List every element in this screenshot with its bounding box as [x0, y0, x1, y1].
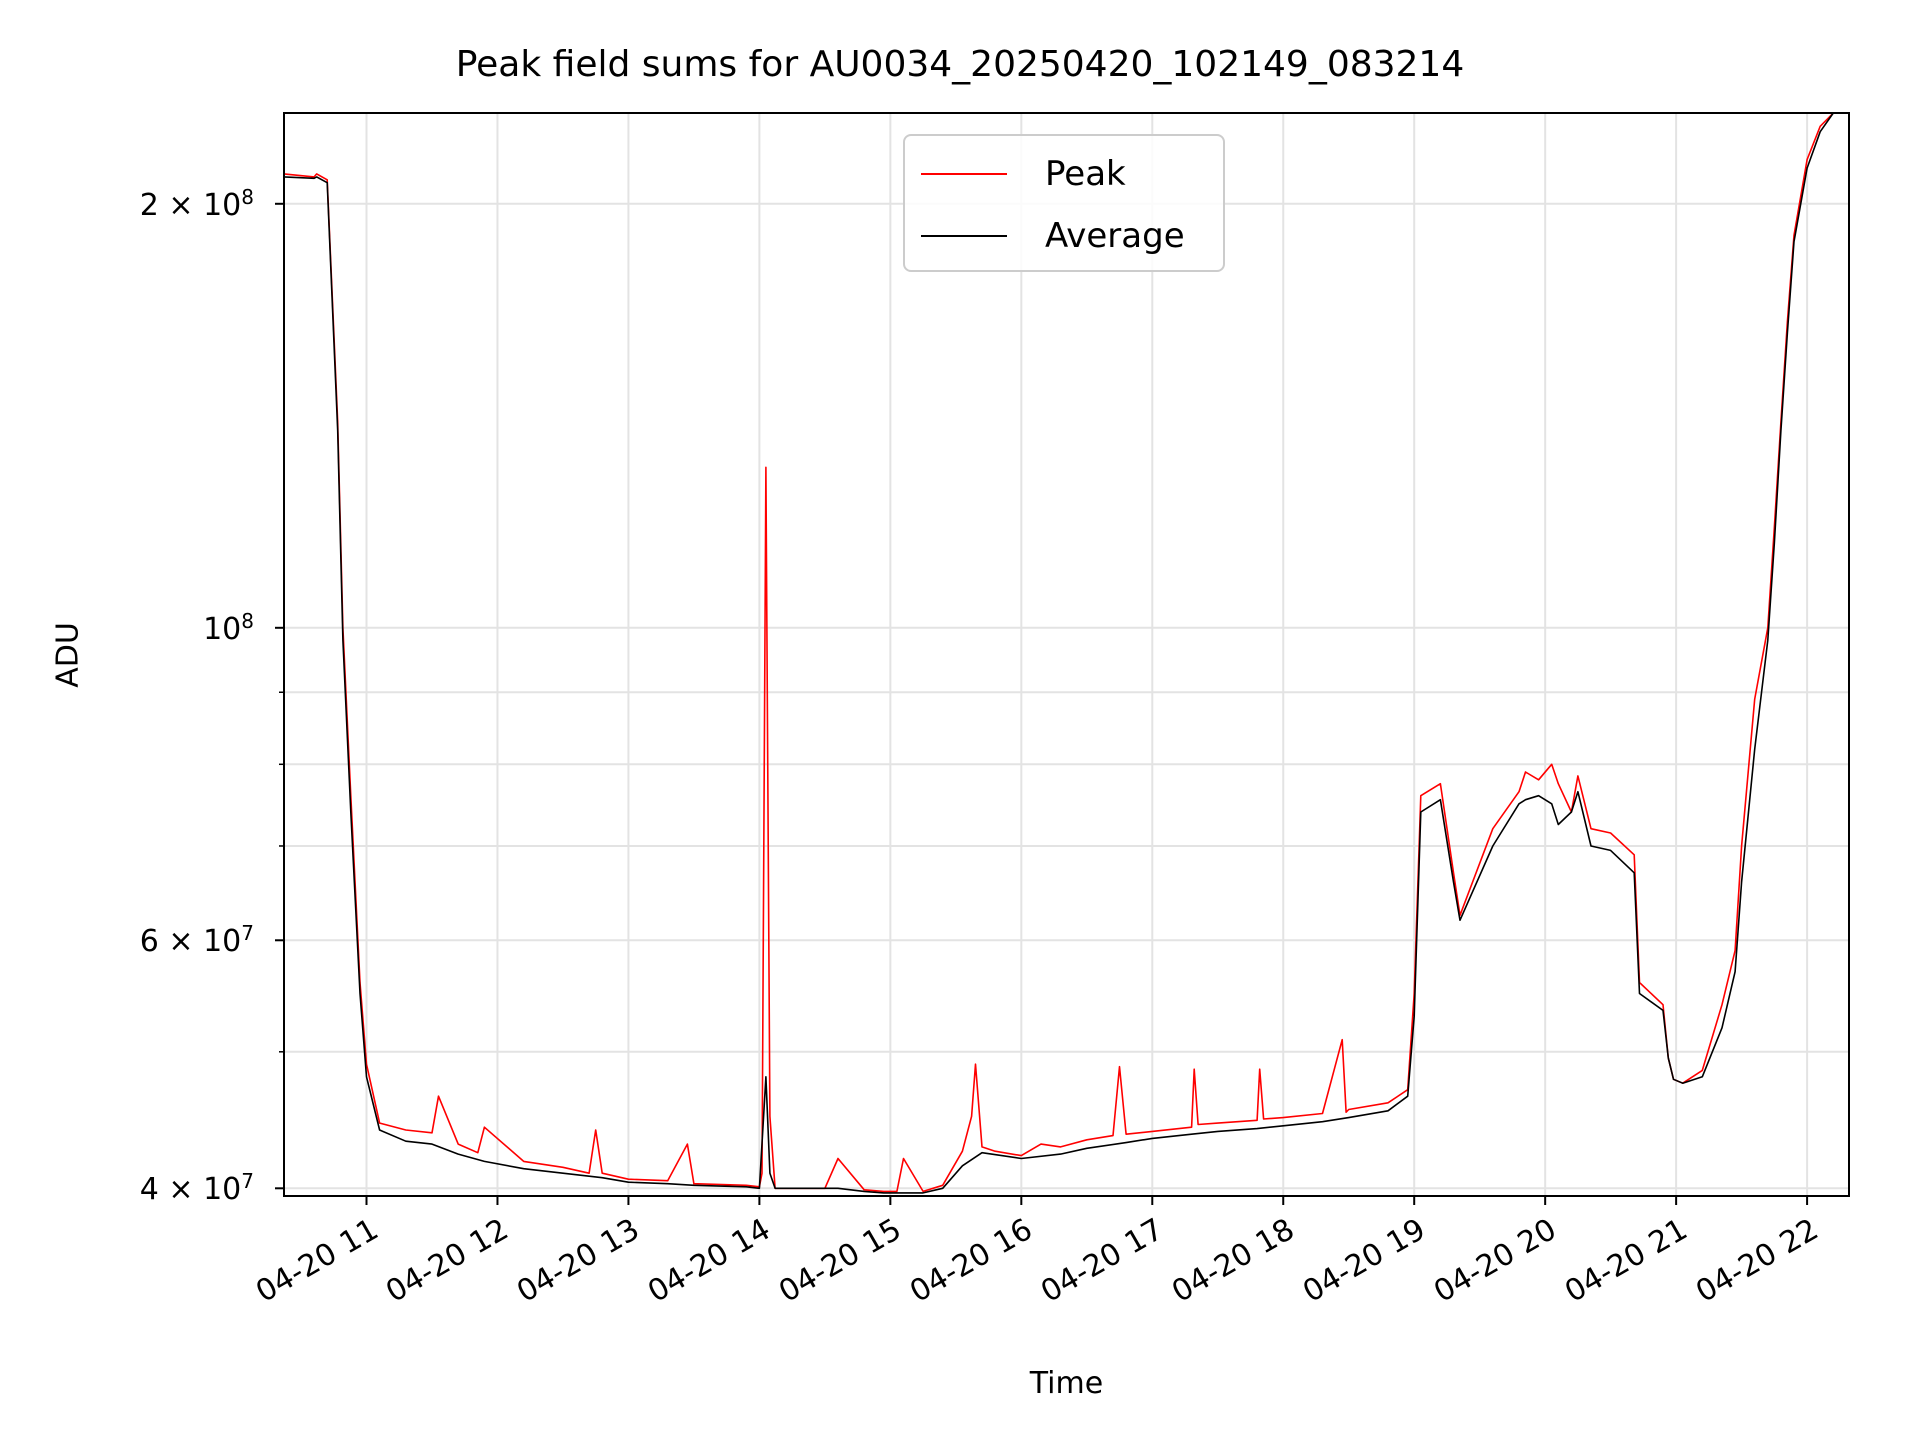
legend-average-swatch	[921, 235, 1007, 237]
series-line-average	[283, 112, 1847, 1194]
y-tick-mantissa: 2 × 10	[139, 187, 242, 223]
y-tick-exponent: 8	[241, 608, 254, 633]
legend-peak-label: Peak	[1045, 154, 1126, 194]
legend-item-average: Average	[921, 216, 1185, 256]
legend-average-label: Average	[1045, 216, 1185, 256]
axes-frame	[283, 112, 1850, 1197]
y-tick-exponent: 7	[241, 1169, 254, 1194]
legend-item-peak: Peak	[921, 154, 1126, 194]
y-tick-label: 2 × 108	[140, 185, 254, 223]
y-tick-mantissa: 4 × 10	[139, 1172, 242, 1208]
y-tick-label: 4 × 107	[140, 1169, 254, 1207]
y-tick-label: 108	[203, 609, 254, 647]
y-tick-label: 6 × 107	[140, 921, 254, 959]
chart-title: Peak field sums for AU0034_20250420_1021…	[455, 44, 1465, 85]
y-tick-mantissa: 6 × 10	[139, 924, 242, 960]
y-tick-exponent: 8	[241, 184, 254, 209]
x-axis-label: Time	[1029, 1366, 1104, 1401]
y-tick-mantissa: 10	[203, 611, 242, 647]
series-line-peak	[283, 112, 1847, 1193]
legend-peak-swatch	[921, 173, 1007, 175]
legend: Peak Average	[903, 134, 1225, 272]
y-tick-exponent: 7	[241, 921, 254, 946]
y-axis-label: ADU	[50, 622, 86, 688]
